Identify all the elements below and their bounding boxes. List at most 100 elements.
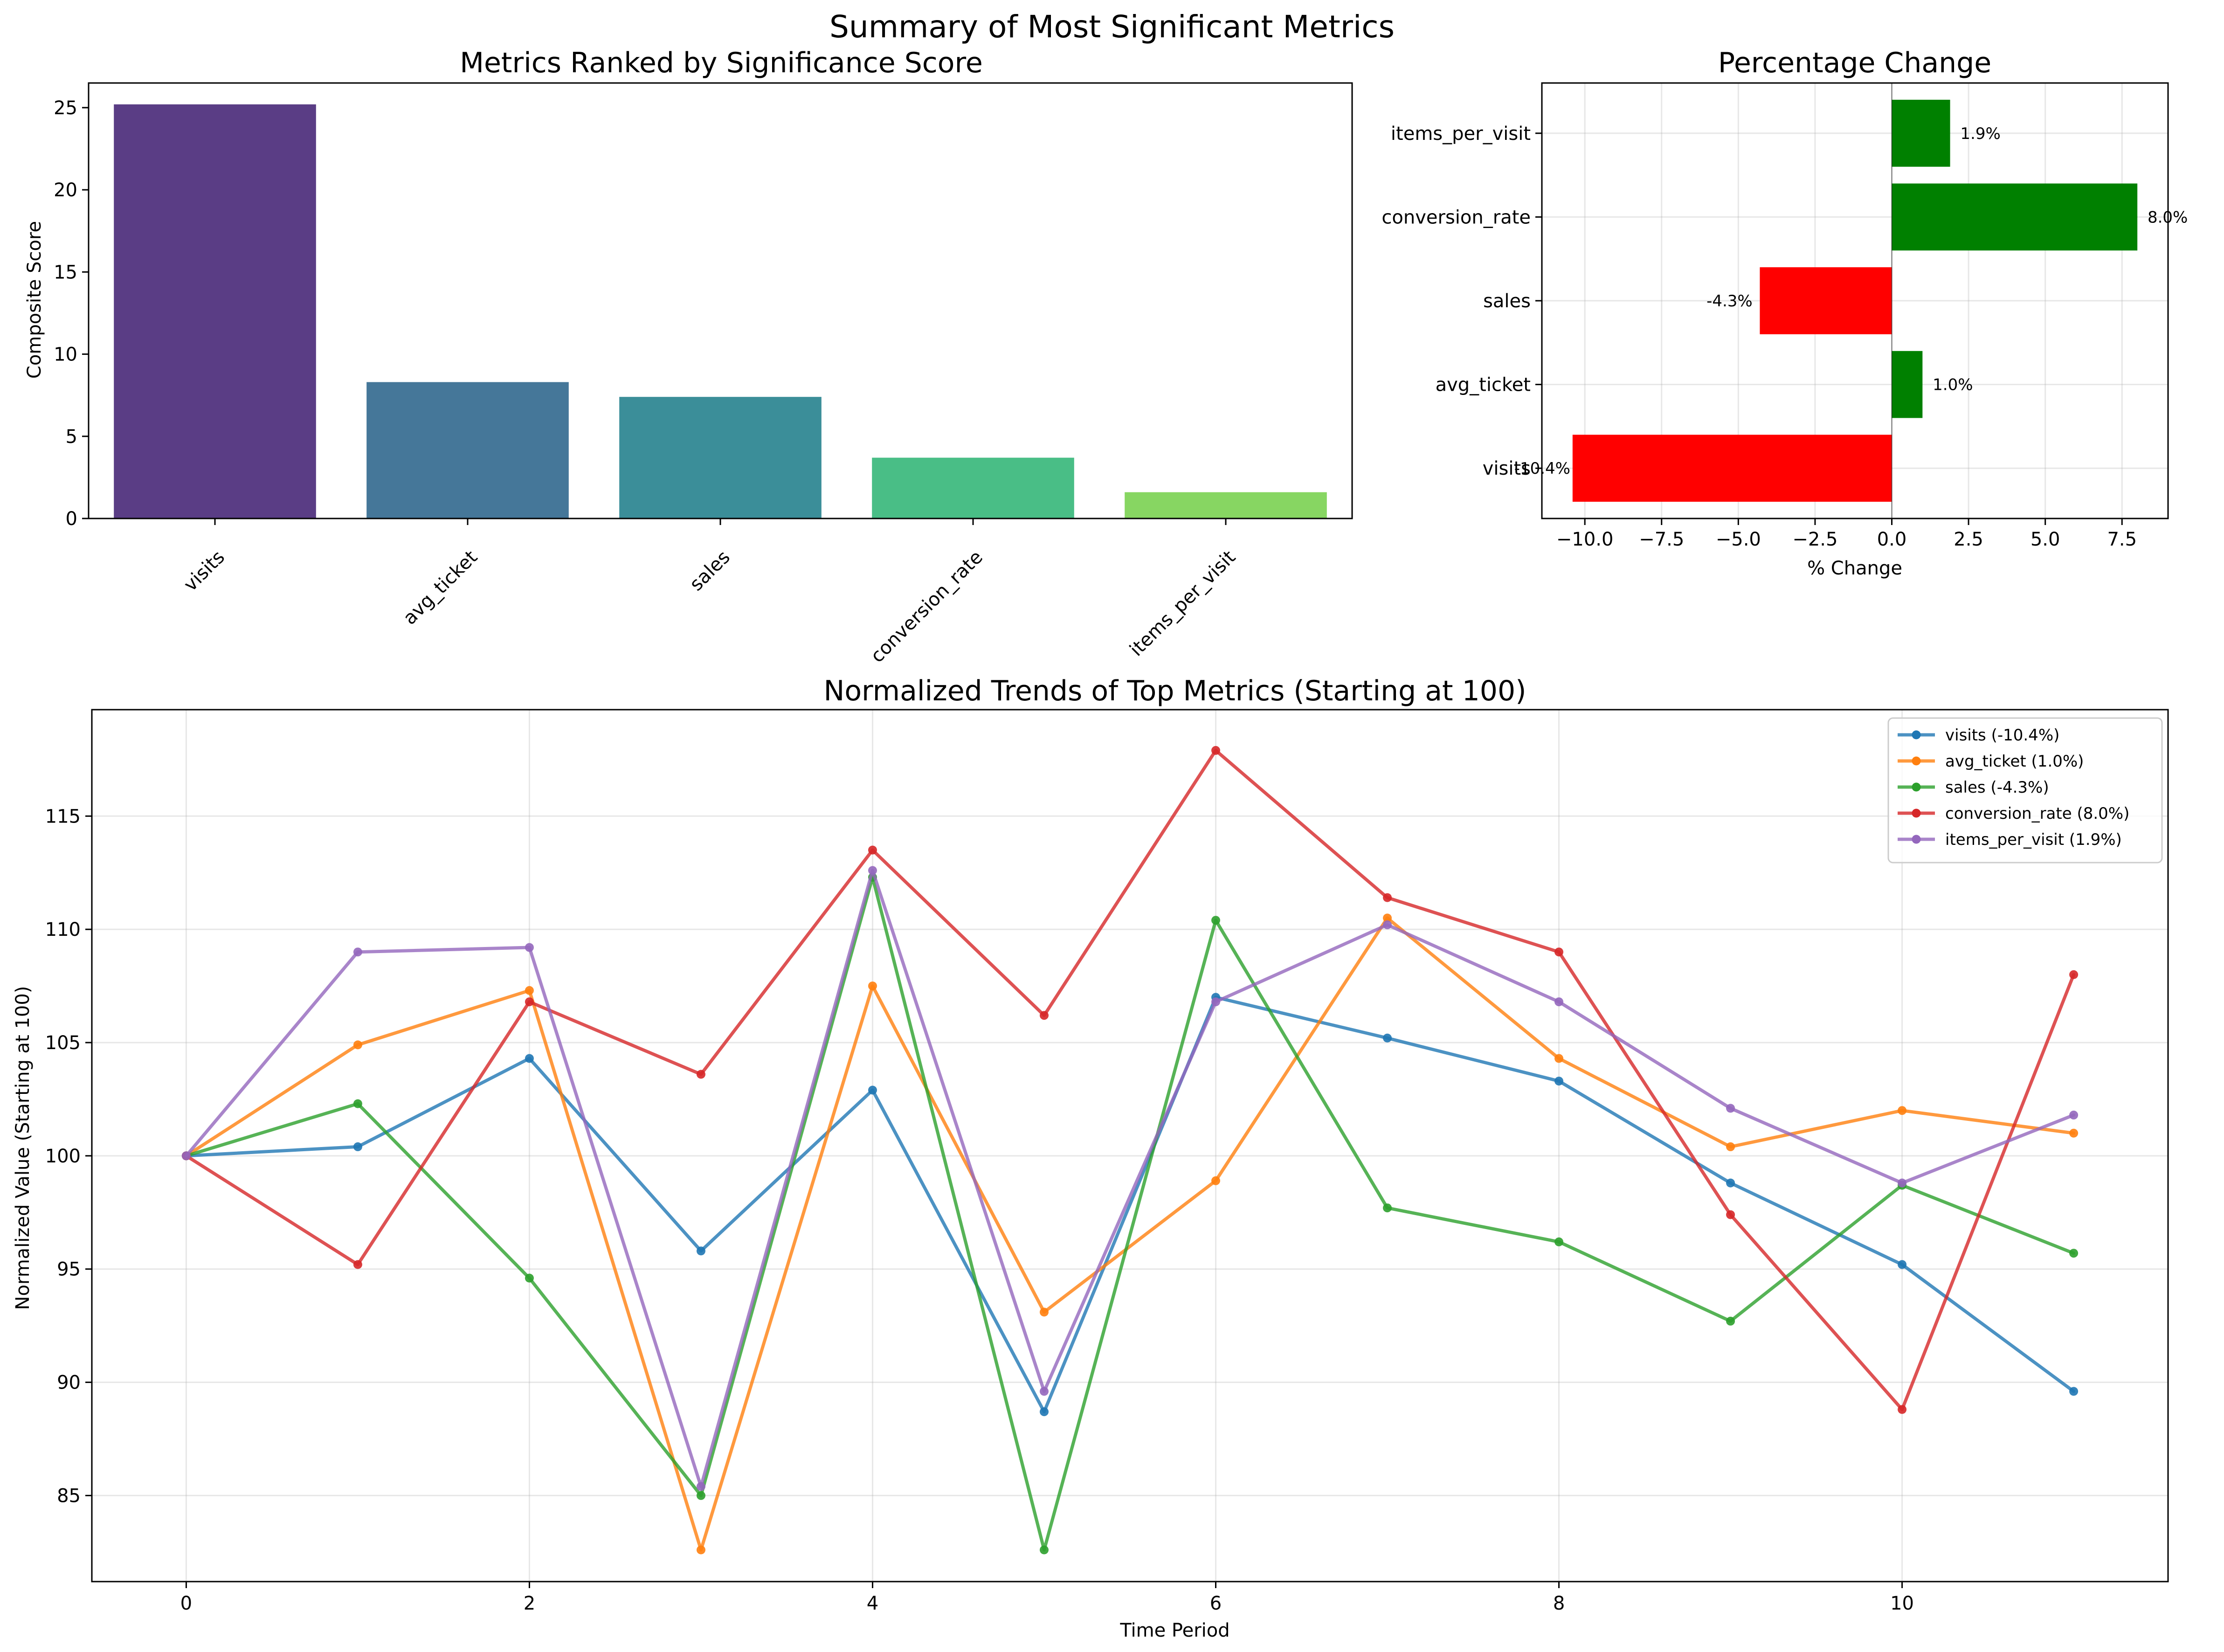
y-tick-label-visits: visits — [1483, 458, 1531, 479]
legend-swatch-marker — [1912, 730, 1921, 740]
series-1-point — [353, 1040, 362, 1050]
series-0-point — [1039, 1407, 1049, 1417]
legend: visits (-10.4%) avg_ticket (1.0%) sales (-… — [1887, 717, 2163, 864]
series-2-point — [1383, 1203, 1392, 1213]
bar-avg_ticket — [1892, 351, 1923, 418]
series-2-point — [2069, 1249, 2079, 1258]
series-3-point — [1383, 893, 1392, 902]
series-4-point — [696, 1482, 705, 1491]
figure-title: Summary of Most Significant Metrics — [829, 9, 1395, 45]
y-tick-label: 20 — [54, 180, 77, 201]
series-4-point — [353, 947, 362, 957]
series-3-point — [696, 1070, 705, 1079]
series-3-point — [1039, 1011, 1049, 1020]
series-4-point — [868, 866, 877, 875]
x-tick-label: 5.0 — [2031, 529, 2060, 550]
series-4-point — [1898, 1178, 1907, 1188]
y-tick-label: 95 — [57, 1259, 81, 1280]
series-3-point — [868, 845, 877, 855]
series-0-point — [1726, 1178, 1735, 1188]
series-1-point — [1726, 1142, 1735, 1151]
series-3-point — [353, 1260, 362, 1269]
legend-label: sales (-4.3%) — [1945, 778, 2049, 797]
x-tick-label: 2.5 — [1954, 529, 1983, 550]
series-2-point — [1554, 1237, 1564, 1246]
x-tick-label: 7.5 — [2107, 529, 2137, 550]
x-tick-label: 10 — [1890, 1593, 1914, 1614]
x-tick-label: 0.0 — [1877, 529, 1907, 550]
bar-conversion_rate — [1892, 183, 2138, 251]
bar-avg_ticket — [366, 382, 569, 518]
y-tick-label: 0 — [66, 508, 77, 530]
x-tick-label: 0 — [180, 1593, 192, 1614]
x-tick-label: −2.5 — [1792, 529, 1837, 550]
series-0-point — [1383, 1033, 1392, 1043]
series-4-point — [525, 943, 534, 952]
series-0-point — [525, 1054, 534, 1063]
series-1-point — [1211, 1176, 1221, 1185]
series-2-point — [1211, 916, 1221, 925]
series-2-point — [696, 1491, 705, 1500]
series-1-point — [1383, 913, 1392, 923]
series-1-point — [1554, 1054, 1564, 1063]
bar-items_per_visit — [1892, 99, 1950, 167]
legend-swatch-marker — [1912, 809, 1921, 818]
y-tick-label: 110 — [45, 919, 81, 940]
series-0-point — [696, 1246, 705, 1256]
y-tick-label: 100 — [45, 1146, 81, 1167]
y-tick-label: 115 — [45, 806, 81, 827]
normalized-trends-chart: Normalized Trends of Top Metrics (Starti… — [12, 675, 2169, 1641]
bar-conversion_rate — [872, 457, 1074, 518]
bar-sales — [1760, 267, 1892, 334]
plot-frame — [91, 709, 2169, 1583]
series-3-point — [1726, 1210, 1735, 1219]
bar-sales — [619, 397, 822, 518]
series-0-point — [2069, 1387, 2079, 1396]
series-1-point — [696, 1545, 705, 1555]
legend-swatch-marker — [1912, 835, 1921, 844]
series-4-point — [1383, 920, 1392, 929]
data-label-sales: -4.3% — [1706, 292, 1753, 311]
legend-label: visits (-10.4%) — [1945, 726, 2059, 745]
x-tick-label: 4 — [867, 1593, 878, 1614]
series-2-point — [525, 1273, 534, 1283]
series-4-point — [1211, 997, 1221, 1007]
y-tick-label: 15 — [54, 262, 77, 283]
x-tick-label: 2 — [524, 1593, 535, 1614]
y-tick-label: 25 — [54, 97, 77, 119]
x-tick-label: −10.0 — [1556, 529, 1614, 550]
legend-swatch-marker — [1912, 782, 1921, 792]
series-3-point — [525, 997, 534, 1007]
series-3-point — [1554, 947, 1564, 957]
data-label-avg_ticket: 1.0% — [1933, 376, 1973, 394]
legend-label: avg_ticket (1.0%) — [1945, 752, 2084, 771]
series-1-point — [868, 982, 877, 991]
series-line-0 — [184, 995, 2076, 1414]
series-4-point — [1554, 997, 1564, 1007]
y-tick-label: 85 — [57, 1485, 81, 1507]
trends-y-axis-label: Normalized Value (Starting at 100) — [12, 986, 34, 1310]
significance-y-axis-label: Composite Score — [24, 221, 45, 379]
series-1-point — [1898, 1106, 1907, 1115]
series-2-point — [353, 1099, 362, 1108]
data-label-items_per_visit: 1.9% — [1960, 124, 2000, 143]
percentage-x-axis-label: % Change — [1807, 558, 1902, 579]
series-0-point — [353, 1142, 362, 1151]
series-1-point — [1039, 1307, 1049, 1317]
series-line-4 — [184, 869, 2076, 1488]
x-tick-label: 8 — [1553, 1593, 1565, 1614]
legend-box — [1887, 717, 2163, 864]
series-3-point — [2069, 970, 2079, 979]
series-1-point — [525, 986, 534, 995]
series-4-point — [2069, 1110, 2079, 1120]
series-3-point — [1211, 746, 1221, 755]
y-tick-label-items_per_visit: items_per_visit — [1391, 123, 1531, 145]
y-tick-label-avg_ticket: avg_ticket — [1436, 374, 1531, 396]
x-tick-label: −5.0 — [1716, 529, 1761, 550]
significance-chart-title: Metrics Ranked by Significance Score — [460, 47, 983, 79]
series-line-2 — [184, 875, 2076, 1552]
y-tick-label: 10 — [54, 344, 77, 366]
x-tick-label: 6 — [1210, 1593, 1222, 1614]
series-line-1 — [184, 916, 2076, 1552]
